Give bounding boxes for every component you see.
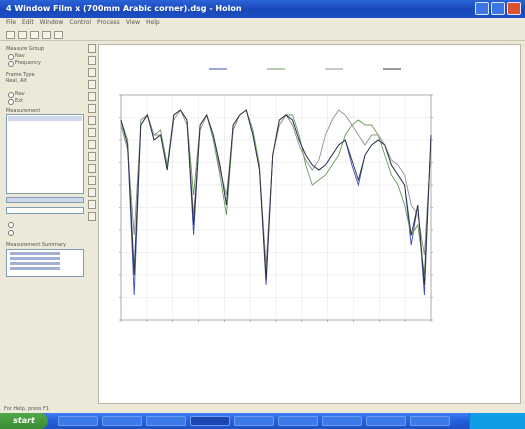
radio-ext-label: Ext <box>15 98 24 104</box>
tool-icon[interactable] <box>88 200 96 209</box>
taskbar-item[interactable] <box>234 416 274 426</box>
toolbar <box>0 29 525 41</box>
measurement-summary-label: Measurement Summary <box>6 242 67 248</box>
list-scrollbar[interactable] <box>6 197 84 203</box>
taskbar-item[interactable] <box>410 416 450 426</box>
line-chart[interactable] <box>99 45 520 403</box>
taskbar-item[interactable] <box>146 416 186 426</box>
taskbar-item[interactable] <box>322 416 362 426</box>
summary-row <box>10 267 60 270</box>
close-button[interactable] <box>507 2 521 15</box>
chart-pane[interactable] <box>98 44 521 404</box>
tool-icon[interactable] <box>88 80 96 89</box>
tool-icon[interactable] <box>88 212 96 221</box>
list-selected-row[interactable] <box>8 116 82 121</box>
taskbar-item[interactable] <box>278 416 318 426</box>
tool-icon[interactable] <box>88 44 96 53</box>
radio-nav-2-label: Nav <box>15 91 25 97</box>
tool-icon[interactable] <box>88 152 96 161</box>
measurement-list-label: Measurement <box>6 108 41 114</box>
radio-nav[interactable] <box>8 54 14 60</box>
tool-icon[interactable] <box>88 104 96 113</box>
frame-type-value: Real, Alt <box>6 78 27 84</box>
menu-process[interactable]: Process <box>97 19 120 26</box>
status-text: For Help, press F1 <box>4 406 50 412</box>
status-bar: For Help, press F1 <box>0 405 525 413</box>
menu-view[interactable]: View <box>125 19 141 26</box>
series-line <box>120 109 432 266</box>
tool-icon[interactable] <box>88 140 96 149</box>
tool-icon[interactable] <box>88 176 96 185</box>
radio-ext[interactable] <box>8 99 14 105</box>
maximize-button[interactable] <box>491 2 505 15</box>
taskbar-item-active[interactable] <box>190 416 230 426</box>
window-titlebar[interactable]: 4 Window Film x (700mm Arabic corner).ds… <box>0 0 525 18</box>
print-icon[interactable] <box>42 30 51 39</box>
tool-icon[interactable] <box>88 188 96 197</box>
taskbar-item[interactable] <box>102 416 142 426</box>
tool-icon[interactable] <box>88 164 96 173</box>
tool-icon[interactable] <box>88 116 96 125</box>
menu-bar: File Edit Window Control Process View He… <box>0 18 525 28</box>
taskbar-item[interactable] <box>58 416 98 426</box>
minimize-button[interactable] <box>475 2 489 15</box>
taskbar: start <box>0 413 525 429</box>
measure-group-label: Measure Group <box>6 46 45 52</box>
measurement-list[interactable] <box>6 114 84 194</box>
radio-option-b[interactable] <box>8 230 14 236</box>
summary-row <box>10 257 60 260</box>
tool-icon[interactable] <box>88 128 96 137</box>
new-icon[interactable] <box>6 30 15 39</box>
tool-icon[interactable] <box>88 56 96 65</box>
menu-control[interactable]: Control <box>69 19 92 26</box>
menu-help[interactable]: Help <box>146 19 160 26</box>
menu-edit[interactable]: Edit <box>22 19 34 26</box>
tool-icon[interactable] <box>88 68 96 77</box>
window-title: 4 Window Film x (700mm Arabic corner).ds… <box>6 4 242 13</box>
system-tray[interactable] <box>469 413 525 429</box>
radio-frequency[interactable] <box>8 61 14 67</box>
frame-type-label: Frame Type <box>6 72 35 78</box>
window-controls <box>475 2 521 15</box>
radio-nav-label: Nav <box>15 53 25 59</box>
save-icon[interactable] <box>30 30 39 39</box>
vertical-toolbar <box>88 44 97 234</box>
help-icon[interactable] <box>54 30 63 39</box>
menu-window[interactable]: Window <box>39 19 64 26</box>
summary-list[interactable] <box>6 249 84 277</box>
radio-nav-2[interactable] <box>8 92 14 98</box>
dropdown-select[interactable] <box>6 207 84 214</box>
radio-option-a[interactable] <box>8 222 14 228</box>
summary-row <box>10 262 60 265</box>
summary-row <box>10 252 60 255</box>
tool-icon[interactable] <box>88 92 96 101</box>
menu-file[interactable]: File <box>6 19 17 26</box>
taskbar-item[interactable] <box>366 416 406 426</box>
series-line <box>120 109 432 286</box>
radio-frequency-label: Frequency <box>15 60 41 66</box>
left-panel: Measure Group Nav Frequency Frame Type R… <box>4 44 86 404</box>
start-button[interactable]: start <box>0 413 48 429</box>
open-icon[interactable] <box>18 30 27 39</box>
